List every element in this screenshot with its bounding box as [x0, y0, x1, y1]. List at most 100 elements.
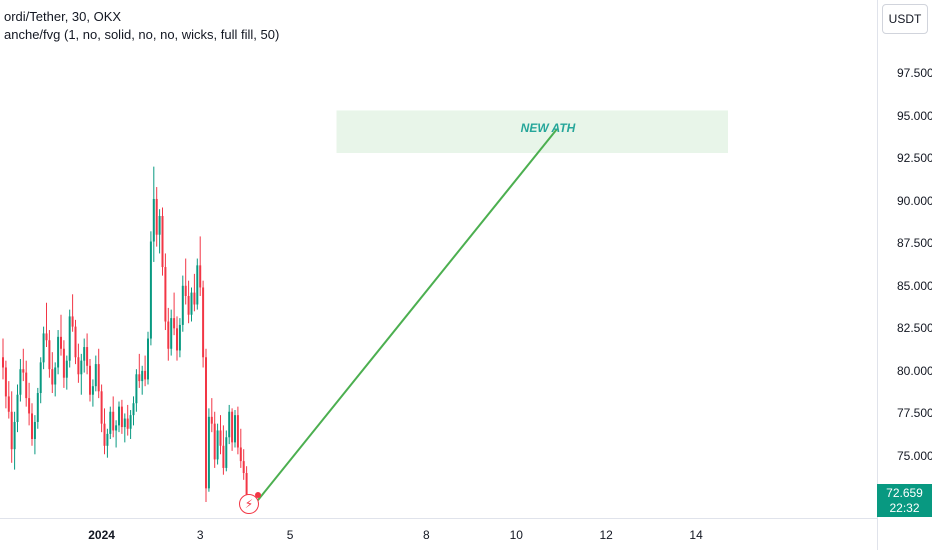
candle — [187, 280, 190, 324]
candle — [65, 355, 68, 390]
candle-body — [187, 295, 190, 315]
candle — [158, 209, 161, 254]
candle-body — [45, 333, 48, 341]
candle-body — [170, 318, 173, 349]
candle-body — [178, 324, 181, 351]
time-tick-label: 2024 — [88, 528, 115, 542]
candle — [109, 406, 112, 439]
candle — [161, 207, 164, 276]
candle — [164, 253, 167, 331]
candle-body — [71, 316, 74, 327]
candle-body — [112, 411, 115, 431]
candle-body — [176, 328, 178, 351]
time-tick-label: 5 — [286, 528, 294, 542]
price-tick-label: 87.500 — [897, 236, 932, 251]
candle — [178, 318, 181, 358]
candle — [120, 399, 123, 434]
candle-body — [109, 411, 112, 434]
candle — [193, 273, 196, 312]
candle — [225, 430, 228, 472]
candle-body — [242, 461, 245, 474]
candle-body — [19, 369, 22, 395]
candlestick-plot[interactable] — [0, 0, 877, 518]
candle — [115, 420, 118, 448]
time-tick-label: 3 — [196, 528, 204, 542]
candle — [83, 338, 86, 373]
candle-body — [245, 473, 248, 496]
chart-area[interactable]: NEW ATH ⚡︎ — [0, 0, 877, 518]
candle-body — [225, 437, 228, 468]
candle-body — [65, 360, 68, 378]
candle-body — [28, 398, 31, 414]
candle-body — [100, 391, 103, 424]
candle-body — [234, 415, 236, 443]
time-tick-label: 14 — [689, 528, 703, 542]
candle-body — [164, 267, 167, 322]
candle-body — [89, 365, 91, 395]
candle-body — [51, 369, 54, 385]
candle — [13, 411, 16, 470]
candle — [10, 391, 13, 463]
candle — [152, 166, 155, 262]
candle-body — [228, 411, 231, 438]
candle-body — [10, 411, 13, 450]
candle — [210, 398, 213, 433]
candle — [62, 340, 65, 388]
candle — [207, 408, 210, 492]
candle — [196, 258, 199, 310]
candle — [97, 348, 100, 399]
candle-body — [126, 418, 129, 429]
price-tick-label: 95.000 — [897, 108, 932, 123]
candle-body — [147, 338, 149, 380]
candle — [149, 231, 152, 346]
candle — [4, 360, 7, 409]
candle — [51, 352, 54, 394]
candle — [100, 384, 103, 433]
candle — [2, 338, 4, 380]
candle-body — [13, 421, 16, 450]
candle — [170, 309, 173, 356]
candle — [184, 258, 187, 305]
candle-body — [120, 406, 123, 428]
candle-body — [167, 321, 170, 349]
candle-body — [181, 285, 184, 325]
chart-legend: ordi/Tether, 30, OKX anche/fvg (1, no, s… — [4, 8, 279, 44]
candle — [239, 428, 242, 468]
candle-body — [123, 418, 126, 428]
symbol-title[interactable]: ordi/Tether, 30, OKX — [4, 9, 122, 24]
currency-button[interactable]: USDT — [882, 4, 928, 34]
candle — [54, 362, 57, 397]
candle — [219, 415, 222, 455]
candle-body — [2, 357, 4, 368]
candle-body — [86, 347, 89, 366]
candle-body — [57, 336, 60, 368]
price-axis[interactable]: 97.500 95.000 92.500 90.000 87.500 85.000 82.5… — [877, 0, 932, 550]
candle — [25, 360, 28, 407]
price-tick-label: 90.000 — [897, 193, 932, 208]
candle — [45, 302, 48, 348]
indicator-title[interactable]: anche/fvg (1, no, solid, no, no, wicks, … — [4, 27, 280, 42]
price-tick-label: 92.500 — [897, 151, 932, 166]
candle — [216, 423, 219, 465]
candle-body — [103, 423, 106, 446]
candle — [106, 428, 109, 458]
candle-body — [216, 430, 219, 460]
candle — [36, 387, 39, 429]
candle — [176, 316, 178, 361]
candle — [132, 396, 135, 426]
candle — [138, 353, 141, 388]
flash-icon[interactable]: ⚡︎ — [239, 492, 261, 514]
candle — [155, 187, 158, 247]
candle-body — [149, 241, 152, 339]
candle-body — [60, 336, 62, 349]
candle-body — [33, 421, 36, 439]
candle — [199, 236, 202, 296]
candle — [19, 358, 22, 402]
candle — [89, 358, 91, 402]
new-ath-label: NEW ATH — [520, 121, 576, 135]
projection-trend-line — [251, 128, 558, 508]
time-axis[interactable]: 2024 3 5 8 10 12 14 — [0, 518, 877, 550]
candle-body — [91, 386, 94, 395]
candle-body — [4, 367, 7, 397]
candle — [118, 401, 120, 433]
